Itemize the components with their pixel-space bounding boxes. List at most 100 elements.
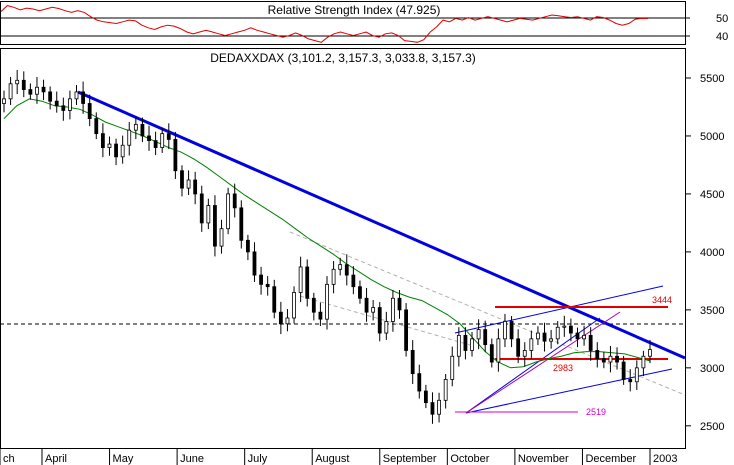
candle-body bbox=[232, 193, 237, 209]
candle-body bbox=[61, 105, 66, 111]
candle-body bbox=[423, 390, 428, 404]
candle-body bbox=[536, 332, 540, 340]
candle-body bbox=[140, 123, 145, 137]
time-x-axis: ch April May June July August September October… bbox=[0, 449, 677, 465]
candle-body bbox=[114, 143, 118, 158]
candle-body bbox=[325, 283, 329, 320]
candle-body bbox=[450, 355, 455, 380]
month-label: ch bbox=[3, 453, 15, 465]
candle-body bbox=[239, 207, 244, 241]
moving-average-line bbox=[3, 98, 651, 369]
candle-body bbox=[193, 179, 198, 195]
month-label: December bbox=[585, 453, 636, 465]
candle-body bbox=[331, 268, 336, 285]
candle-body bbox=[456, 334, 461, 357]
candle-body bbox=[437, 399, 441, 415]
candle-body bbox=[648, 349, 652, 357]
candle-body bbox=[48, 91, 53, 102]
candle-body bbox=[265, 283, 270, 288]
candle-body bbox=[245, 239, 250, 253]
month-label: September bbox=[383, 453, 437, 465]
price-title: DEDAXXDAX (3,101.2, 3,157.3, 3,033.8, 3,… bbox=[210, 51, 476, 65]
candle-body bbox=[371, 307, 376, 313]
candle-body bbox=[595, 350, 600, 359]
candle-body bbox=[634, 367, 639, 383]
candle-body bbox=[219, 228, 224, 247]
price-y-tick-label: 5500 bbox=[700, 73, 724, 85]
price-bars bbox=[2, 69, 652, 424]
candle-body bbox=[213, 205, 217, 247]
month-label: April bbox=[45, 453, 67, 465]
candle-body bbox=[384, 321, 389, 334]
fan-line-2 bbox=[465, 311, 621, 414]
price-y-axis: 2500 3000 3500 4000 4500 5000 5500 bbox=[685, 73, 724, 433]
price-panel bbox=[0, 48, 686, 449]
candle-body bbox=[483, 329, 488, 346]
candle-body bbox=[298, 266, 303, 293]
candle-body bbox=[100, 133, 105, 148]
candle-body bbox=[568, 325, 573, 334]
candle-body bbox=[641, 355, 646, 369]
candle-body bbox=[21, 79, 26, 90]
candle-body bbox=[615, 355, 619, 363]
month-label: August bbox=[315, 453, 349, 465]
candle-body bbox=[28, 89, 33, 95]
candle-body bbox=[430, 402, 435, 415]
candle-body bbox=[206, 205, 211, 224]
rsi-tick-label-40: 40 bbox=[716, 31, 728, 43]
candle-body bbox=[377, 307, 382, 334]
channel-upper-line bbox=[454, 285, 664, 334]
candle-body bbox=[186, 179, 191, 189]
candle-body bbox=[621, 361, 626, 380]
candle-body bbox=[582, 334, 586, 340]
month-label: November bbox=[518, 453, 569, 465]
candle-body bbox=[516, 338, 521, 357]
candle-body bbox=[285, 317, 290, 325]
candle-body bbox=[147, 135, 151, 141]
candle-body bbox=[252, 251, 257, 276]
price-y-tick-label: 4000 bbox=[700, 247, 724, 259]
candle-body bbox=[120, 144, 125, 158]
price-y-tick-label: 3500 bbox=[700, 305, 724, 317]
candle-body bbox=[41, 86, 46, 93]
rsi-title: Relative Strength Index (47.925) bbox=[268, 3, 441, 17]
candle-body bbox=[503, 321, 507, 340]
candle-body bbox=[549, 338, 554, 342]
candle-body bbox=[404, 309, 409, 351]
annotation-2983: 2983 bbox=[553, 363, 573, 373]
candle-body bbox=[489, 344, 494, 363]
candle-body bbox=[81, 91, 86, 104]
candle-body bbox=[107, 143, 112, 148]
candle-body bbox=[601, 358, 606, 363]
blue-long-downtrend-line bbox=[77, 90, 686, 360]
candle-body bbox=[529, 338, 534, 351]
candle-body bbox=[74, 91, 79, 100]
candle-body bbox=[180, 170, 184, 189]
candle-body bbox=[575, 332, 580, 340]
candle-body bbox=[410, 350, 415, 375]
candle-body bbox=[608, 355, 613, 363]
rsi-tick-label-50: 50 bbox=[716, 13, 728, 25]
candle-body bbox=[496, 338, 501, 363]
candle-body bbox=[542, 332, 547, 342]
candle-body bbox=[226, 193, 231, 230]
candle-body bbox=[351, 274, 356, 288]
price-y-tick-label: 5000 bbox=[700, 131, 724, 143]
rsi-series-line bbox=[0, 5, 649, 43]
candle-body bbox=[127, 129, 132, 146]
candle-body bbox=[417, 373, 422, 392]
candle-body bbox=[15, 79, 20, 85]
annotation-2519: 2519 bbox=[586, 407, 606, 417]
candle-body bbox=[199, 193, 204, 224]
price-y-tick-label: 4500 bbox=[700, 189, 724, 201]
candle-body bbox=[278, 311, 283, 325]
candle-body bbox=[160, 133, 165, 148]
candle-body bbox=[628, 379, 633, 383]
month-label: May bbox=[113, 453, 134, 465]
candle-body bbox=[509, 321, 514, 340]
annotation-3444: 3444 bbox=[652, 295, 672, 305]
grey-dashed-trend-upper bbox=[289, 231, 686, 396]
month-label: 2003 bbox=[653, 453, 677, 465]
candle-body bbox=[305, 266, 310, 299]
candle-body bbox=[2, 98, 6, 104]
